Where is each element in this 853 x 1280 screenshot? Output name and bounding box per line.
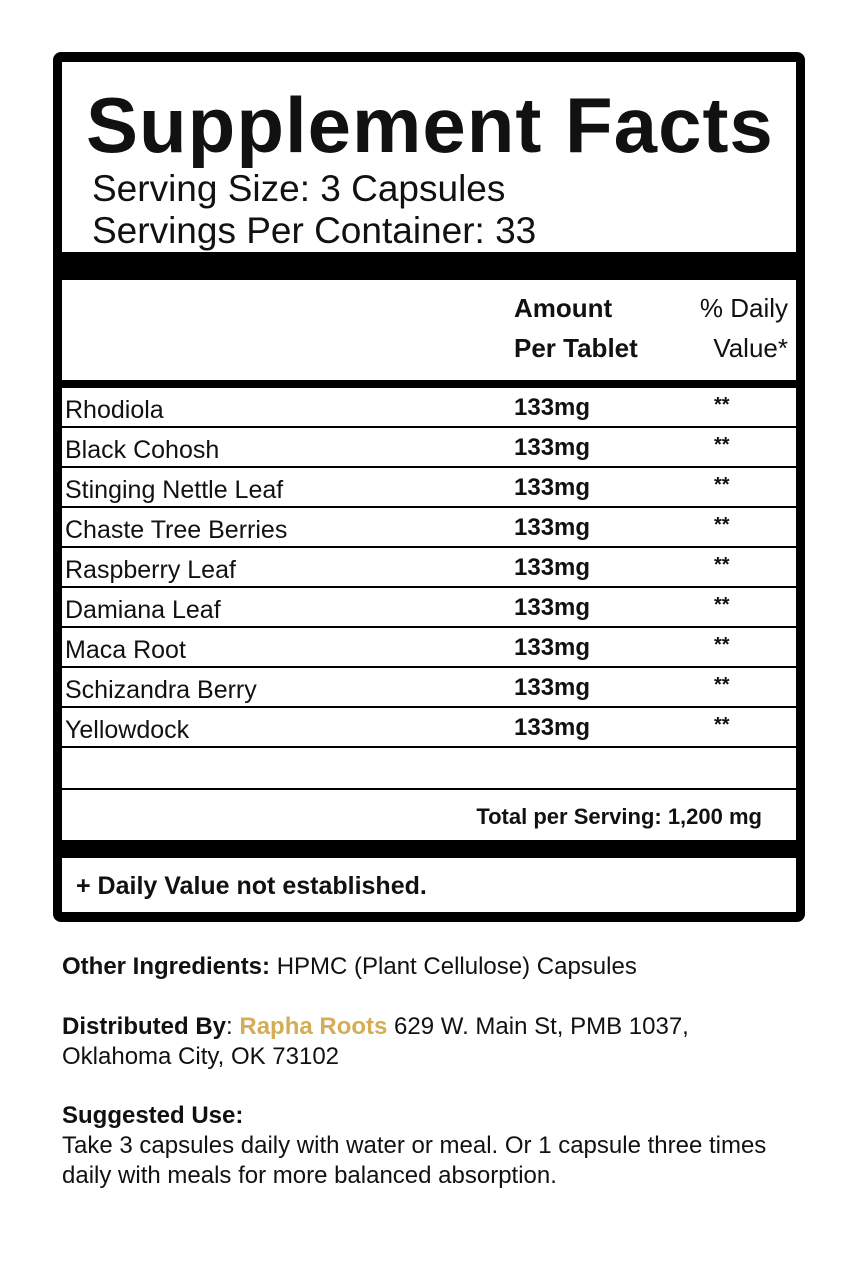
ingredient-row: Damiana Leaf 133mg ** — [62, 588, 796, 628]
ingredient-amount: 133mg — [514, 394, 591, 421]
facts-panel: Supplement Facts Serving Size: 3 Capsule… — [53, 52, 805, 922]
column-header: Amount Per Tablet % Daily Value* — [62, 280, 796, 380]
ingredient-amount: 133mg — [514, 594, 591, 621]
ingredient-dv: ** — [714, 474, 730, 496]
ingredient-name: Schizandra Berry — [65, 676, 257, 704]
ingredient-row: Black Cohosh 133mg ** — [62, 428, 796, 468]
ingredient-row: Schizandra Berry 133mg ** — [62, 668, 796, 708]
ingredient-dv: ** — [714, 394, 730, 416]
ingredient-dv: ** — [714, 674, 730, 696]
ingredient-name: Raspberry Leaf — [65, 556, 236, 584]
footnote-section: + Daily Value not established. — [62, 858, 796, 912]
ingredient-row: Yellowdock 133mg ** — [62, 708, 796, 748]
ingredient-dv: ** — [714, 594, 730, 616]
ingredient-name: Damiana Leaf — [65, 596, 221, 624]
ingredient-name: Rhodiola — [65, 396, 164, 424]
ingredient-amount: 133mg — [514, 714, 591, 741]
suggested-use: Suggested Use: Take 3 capsules daily with… — [62, 1101, 822, 1191]
ingredient-row: Maca Root 133mg ** — [62, 628, 796, 668]
other-ingredients-value: HPMC (Plant Cellulose) Capsules — [270, 953, 637, 980]
dv-header-line2: Value* — [713, 333, 788, 363]
header-section: Supplement Facts Serving Size: 3 Capsule… — [62, 62, 796, 252]
ingredient-name: Black Cohosh — [65, 436, 220, 464]
ingredient-amount: 133mg — [514, 514, 591, 541]
ingredient-dv: ** — [714, 554, 730, 576]
ingredient-amount: 133mg — [514, 434, 591, 461]
total-per-serving: Total per Serving: 1,200 mg — [476, 804, 762, 829]
ingredient-row: Raspberry Leaf 133mg ** — [62, 548, 796, 588]
ingredient-name: Stinging Nettle Leaf — [65, 476, 284, 504]
servings-per-container: Servings Per Container: 33 — [92, 210, 537, 251]
amount-header-line2: Per Tablet — [514, 333, 638, 363]
other-ingredients-label: Other Ingredients: — [62, 953, 271, 980]
ingredient-amount: 133mg — [514, 674, 591, 701]
ingredient-row: Stinging Nettle Leaf 133mg ** — [62, 468, 796, 508]
address-line2: Oklahoma City, OK 73102 — [62, 1043, 340, 1070]
dv-header-line1: % Daily — [699, 293, 788, 323]
suggested-use-label: Suggested Use: — [62, 1102, 244, 1129]
distributed-by: Distributed By: Rapha Roots 629 W. Main … — [62, 1012, 822, 1072]
distributed-label: Distributed By — [62, 1013, 227, 1040]
ingredient-table: Rhodiola 133mg ** Black Cohosh 133mg ** Stingi… — [62, 388, 796, 788]
ingredient-name: Maca Root — [65, 636, 186, 664]
ingredient-dv: ** — [714, 634, 730, 656]
colon: : — [226, 1013, 240, 1040]
footnote: + Daily Value not established. — [76, 872, 427, 900]
ingredient-row: Rhodiola 133mg ** — [62, 388, 796, 428]
ingredient-name: Yellowdock — [65, 716, 190, 744]
panel-title: Supplement Facts — [86, 81, 774, 169]
ingredient-row: Chaste Tree Berries 133mg ** — [62, 508, 796, 548]
ingredient-dv: ** — [714, 714, 730, 736]
serving-size: Serving Size: 3 Capsules — [92, 168, 506, 209]
suggested-use-text: Take 3 capsules daily with water or meal… — [62, 1132, 767, 1189]
address-line1: 629 W. Main St, PMB 1037, — [387, 1013, 689, 1040]
ingredient-amount: 133mg — [514, 634, 591, 661]
ingredient-dv: ** — [714, 434, 730, 456]
ingredient-dv: ** — [714, 514, 730, 536]
ingredient-amount: 133mg — [514, 474, 591, 501]
amount-header: Amount Per Tablet — [514, 288, 638, 368]
other-ingredients: Other Ingredients: HPMC (Plant Cellulose… — [62, 952, 822, 982]
total-section: Total per Serving: 1,200 mg — [62, 790, 796, 840]
ingredient-amount: 133mg — [514, 554, 591, 581]
amount-header-line1: Amount — [514, 293, 613, 323]
brand-name: Rapha Roots — [239, 1013, 388, 1040]
dv-header: % Daily Value* — [700, 288, 788, 368]
ingredient-name: Chaste Tree Berries — [65, 516, 288, 544]
